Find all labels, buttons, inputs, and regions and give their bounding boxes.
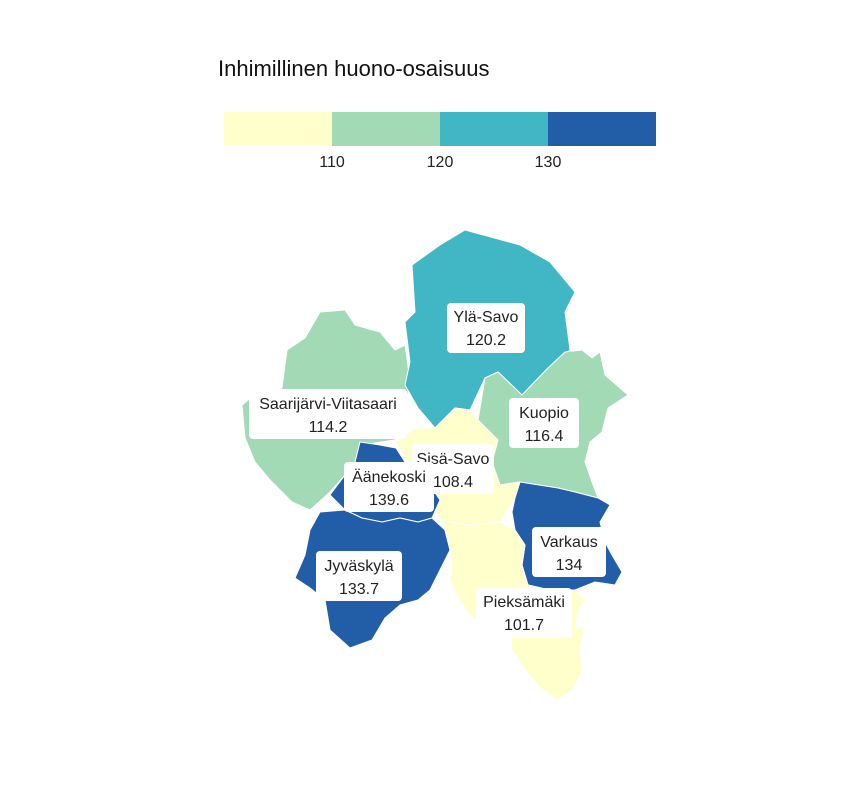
label-aanekoski-value: 139.6 bbox=[369, 492, 409, 509]
label-saarijarvi-viitasaari-value: 114.2 bbox=[309, 419, 348, 436]
label-varkaus-name: Varkaus bbox=[540, 534, 598, 551]
legend-swatch-1 bbox=[224, 112, 332, 146]
label-varkaus: Varkaus 134 bbox=[532, 527, 606, 577]
label-pieksamaki: Pieksämäki 101.7 bbox=[476, 588, 572, 638]
label-pieksamaki-name: Pieksämäki bbox=[483, 594, 565, 611]
label-kuopio-name: Kuopio bbox=[519, 405, 569, 422]
label-varkaus-value: 134 bbox=[556, 557, 583, 574]
label-sisa-savo-value: 108.4 bbox=[433, 474, 473, 491]
label-saarijarvi-viitasaari: Saarijärvi-Viitasaari 114.2 bbox=[249, 389, 407, 439]
map-title: Inhimillinen huono-osaisuus bbox=[218, 56, 490, 81]
label-yla-savo: Ylä-Savo 120.2 bbox=[447, 303, 525, 353]
label-yla-savo-value: 120.2 bbox=[466, 332, 506, 349]
label-pieksamaki-value: 101.7 bbox=[504, 617, 544, 634]
legend-swatch-2 bbox=[332, 112, 440, 146]
label-kuopio: Kuopio 116.4 bbox=[509, 398, 579, 448]
label-jyvaskyla-value: 133.7 bbox=[339, 581, 379, 598]
legend-swatch-3 bbox=[440, 112, 548, 146]
label-yla-savo-name: Ylä-Savo bbox=[454, 309, 519, 326]
legend-tick-110: 110 bbox=[319, 154, 345, 171]
label-jyvaskyla-name: Jyväskylä bbox=[324, 558, 393, 575]
legend-tick-120: 120 bbox=[426, 154, 454, 171]
label-aanekoski-name: Äänekoski bbox=[352, 468, 426, 486]
label-jyvaskyla: Jyväskylä 133.7 bbox=[316, 551, 402, 601]
label-sisa-savo-name: Sisä-Savo bbox=[417, 451, 490, 468]
color-legend bbox=[224, 112, 656, 146]
label-kuopio-value: 116.4 bbox=[525, 428, 564, 445]
label-aanekoski: Äänekoski 139.6 bbox=[344, 462, 434, 512]
legend-tick-130: 130 bbox=[534, 154, 562, 171]
legend-swatch-4 bbox=[548, 112, 656, 146]
label-saarijarvi-viitasaari-name: Saarijärvi-Viitasaari bbox=[259, 396, 397, 413]
